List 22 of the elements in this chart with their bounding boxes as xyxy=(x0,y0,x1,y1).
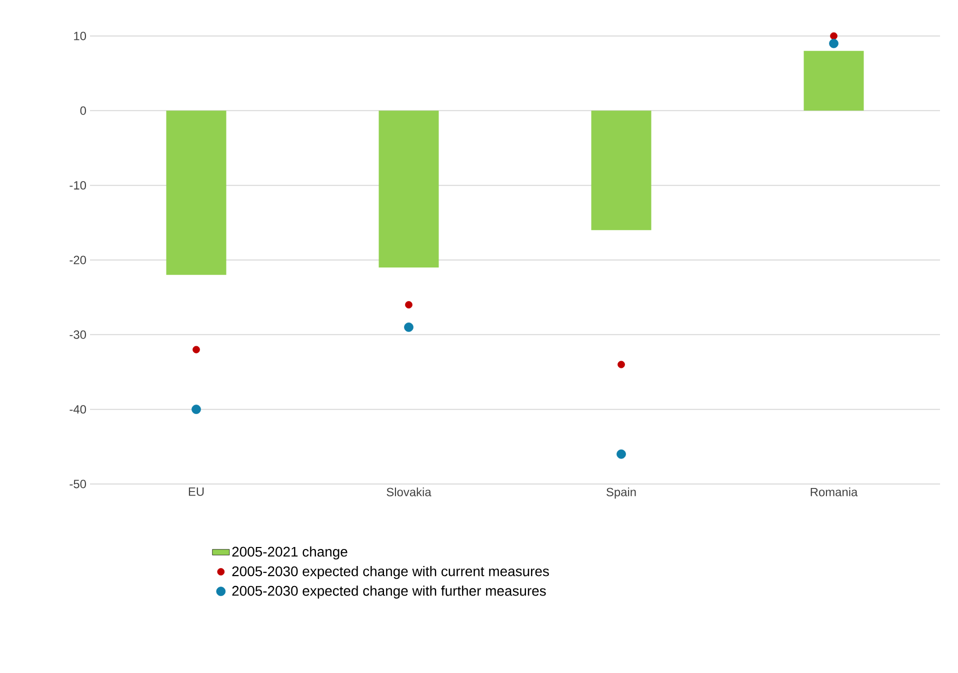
point xyxy=(830,32,838,40)
y-tick-label: -40 xyxy=(70,405,86,414)
x-tick-label: Spain xyxy=(606,488,636,499)
y-tick-label: -50 xyxy=(70,480,86,488)
y-tick-label: 0 xyxy=(80,106,86,115)
y-tick-label: -30 xyxy=(70,330,86,339)
point xyxy=(405,301,412,308)
legend-label: 2005-2030 expected change with further measures xyxy=(232,586,546,599)
x-tick-label: Romania xyxy=(810,488,858,496)
point xyxy=(616,449,626,459)
point xyxy=(618,360,625,368)
y-tick-label: -10 xyxy=(70,181,86,190)
x-tick-label: EU xyxy=(188,488,204,496)
y-tick-label: 10 xyxy=(74,32,86,40)
x-tick-label: Slovakia xyxy=(386,488,432,496)
point xyxy=(404,322,414,332)
point xyxy=(192,346,200,354)
point xyxy=(192,404,201,414)
legend-label: 2005-2021 change xyxy=(232,546,348,560)
legend-label: 2005-2030 expected change with current measures xyxy=(232,566,549,579)
point xyxy=(829,38,838,48)
y-tick-label: -20 xyxy=(70,256,86,264)
